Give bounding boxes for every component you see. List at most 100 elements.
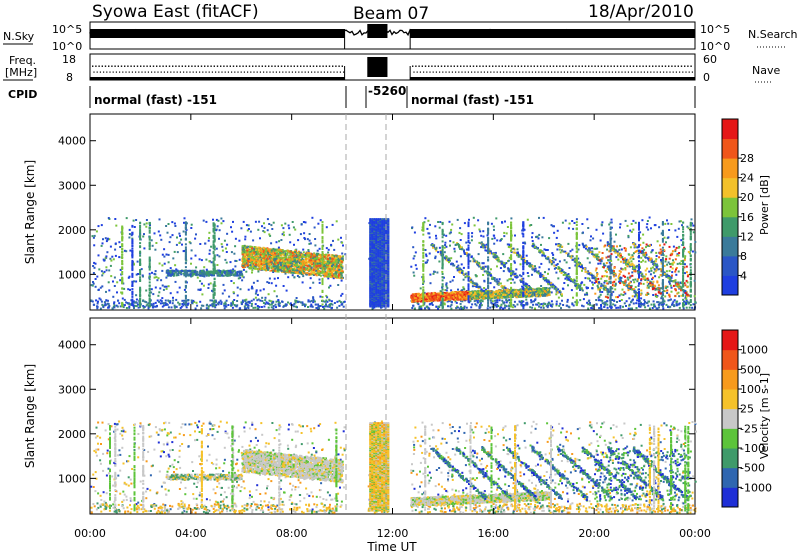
heatmap-cell xyxy=(660,259,662,261)
heatmap-cell xyxy=(107,306,110,309)
heatmap-cell xyxy=(255,289,258,292)
freq-tick-bottom: 8 xyxy=(66,71,73,84)
heatmap-cell xyxy=(611,299,613,301)
heatmap-cell xyxy=(156,299,159,302)
heatmap-cell xyxy=(283,260,285,263)
heatmap-cell xyxy=(275,263,278,266)
heatmap-cell xyxy=(205,307,208,310)
heatmap-cell xyxy=(93,234,96,237)
heatmap-cell xyxy=(670,286,673,289)
heatmap-cell xyxy=(171,221,174,224)
heatmap-cell xyxy=(102,306,105,309)
heatmap-cell xyxy=(208,260,211,263)
heatmap-cell xyxy=(338,255,341,258)
heatmap-cell xyxy=(471,232,474,235)
heatmap-cell xyxy=(106,251,109,254)
heatmap-cell xyxy=(115,304,118,307)
heatmap-cell xyxy=(165,225,168,227)
heatmap-cell xyxy=(174,306,176,309)
heatmap-cell xyxy=(133,263,135,266)
heatmap-cell xyxy=(312,269,315,271)
heatmap-cell xyxy=(679,281,682,284)
freq-dot xyxy=(300,65,302,67)
heatmap-cell xyxy=(311,216,314,219)
heatmap-cell xyxy=(242,256,245,259)
heatmap-cell xyxy=(490,222,493,225)
heatmap-cell xyxy=(322,274,325,276)
heatmap-cell xyxy=(579,299,582,302)
heatmap-cell xyxy=(303,267,306,270)
heatmap-cell xyxy=(165,285,168,288)
heatmap-cell xyxy=(490,268,492,271)
heatmap-cell xyxy=(261,300,264,302)
heatmap-cell xyxy=(304,238,306,241)
heatmap-cell xyxy=(215,247,218,250)
heatmap-cell xyxy=(324,300,327,303)
heatmap-cell xyxy=(586,257,589,260)
heatmap-cell xyxy=(648,270,651,273)
heatmap-cell xyxy=(257,228,260,231)
heatmap-cell xyxy=(456,218,459,221)
heatmap-cell xyxy=(445,234,448,237)
heatmap-cell xyxy=(691,306,694,309)
heatmap-cell xyxy=(225,299,228,302)
heatmap-cell xyxy=(236,274,239,277)
heatmap-cell xyxy=(685,306,688,309)
heatmap-cell xyxy=(242,257,245,260)
nave-dot xyxy=(490,71,492,73)
freq-dot xyxy=(511,65,513,67)
heatmap-cell xyxy=(473,224,476,227)
heatmap-cell xyxy=(261,255,264,258)
heatmap-cell xyxy=(269,260,272,263)
heatmap-cell xyxy=(485,243,488,246)
freq-dot xyxy=(527,65,529,67)
heatmap-cell xyxy=(268,223,271,225)
heatmap-cell xyxy=(555,243,557,246)
heatmap-cell xyxy=(483,287,486,289)
heatmap-cell xyxy=(441,270,444,273)
heatmap-cell xyxy=(581,223,584,225)
heatmap-cell xyxy=(651,249,654,252)
freq-dot xyxy=(415,65,417,67)
freq-dot xyxy=(620,65,622,67)
nave-dot xyxy=(269,71,271,73)
freq-dot xyxy=(604,65,606,67)
heatmap-cell xyxy=(506,279,509,282)
heatmap-cell xyxy=(266,251,269,254)
nave-dot xyxy=(643,71,645,73)
heatmap-cell xyxy=(653,303,655,306)
heatmap-cell xyxy=(642,303,644,306)
nave-dot xyxy=(464,71,466,73)
heatmap-cell xyxy=(248,259,251,262)
nave-dot xyxy=(131,71,133,73)
heatmap-cell xyxy=(236,294,239,297)
nsearch-label: N.Search xyxy=(748,28,798,41)
nave-dot xyxy=(675,71,677,73)
heatmap-cell xyxy=(530,224,533,226)
heatmap-cell xyxy=(172,299,175,302)
heatmap-cell xyxy=(319,219,322,222)
heatmap-cell xyxy=(591,247,593,250)
freq-dot xyxy=(152,65,155,67)
heatmap-cell xyxy=(241,253,244,256)
freq-dot xyxy=(127,65,129,67)
heatmap-cell xyxy=(161,269,164,272)
freq-dot xyxy=(149,65,151,67)
nave-dot xyxy=(160,71,162,73)
heatmap-cell xyxy=(251,265,254,268)
heatmap-cell xyxy=(479,300,482,303)
heatmap-cell xyxy=(646,223,649,226)
heatmap-cell xyxy=(531,306,534,309)
freq-dot xyxy=(271,65,273,67)
heatmap-cell xyxy=(480,304,483,307)
heatmap-cell xyxy=(108,269,111,272)
heatmap-cell xyxy=(280,259,283,262)
heatmap-cell xyxy=(573,279,576,282)
heatmap-cell xyxy=(232,220,234,223)
freq-dot xyxy=(578,65,580,67)
heatmap-cell xyxy=(221,249,224,252)
heatmap-cell xyxy=(444,244,447,246)
heatmap-cell xyxy=(305,257,307,260)
heatmap-cell xyxy=(491,300,494,303)
